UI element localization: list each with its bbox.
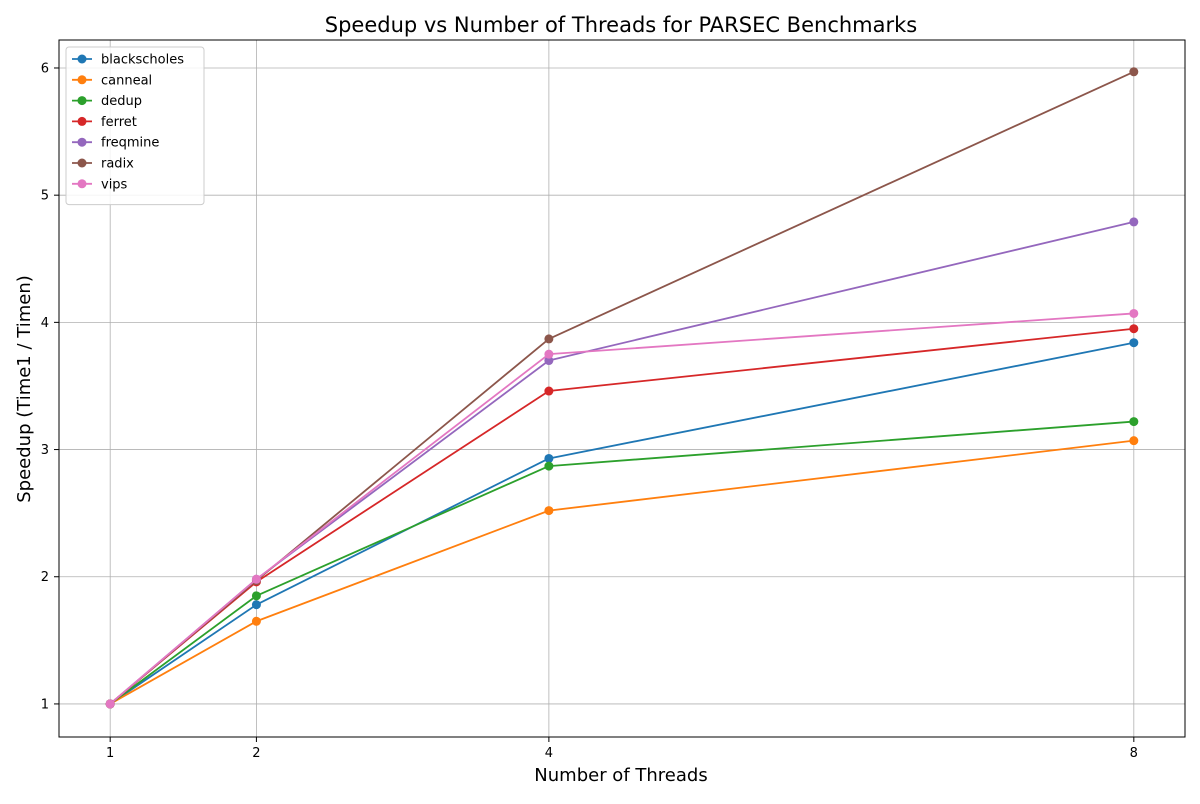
data-point bbox=[1129, 436, 1139, 446]
legend-item-dedup: dedup bbox=[72, 94, 142, 109]
legend-item-vips: vips bbox=[72, 177, 128, 192]
series-ferret bbox=[105, 324, 1139, 709]
legend-label: canneal bbox=[101, 73, 152, 88]
series-line bbox=[109, 70, 1135, 705]
y-tick-label: 5 bbox=[41, 189, 49, 204]
x-tick-label: 8 bbox=[1130, 746, 1138, 761]
legend-marker bbox=[77, 75, 87, 85]
data-point bbox=[251, 574, 261, 584]
y-tick-label: 1 bbox=[41, 697, 49, 712]
series-line bbox=[109, 221, 1135, 705]
legend-box bbox=[65, 46, 205, 206]
legend-item-blackscholes: blackscholes bbox=[72, 53, 184, 68]
data-point bbox=[544, 386, 554, 396]
chart-title: Speedup vs Number of Threads for PARSEC … bbox=[325, 13, 918, 37]
series-vips bbox=[105, 308, 1139, 709]
data-point bbox=[544, 356, 554, 366]
legend-item-ferret: ferret bbox=[72, 115, 137, 130]
legend-item-freqmine: freqmine bbox=[72, 136, 159, 151]
series-line bbox=[109, 341, 1134, 705]
legend-label: blackscholes bbox=[101, 53, 184, 68]
data-point bbox=[1129, 417, 1139, 427]
series-lines bbox=[105, 67, 1139, 709]
series-line bbox=[109, 327, 1134, 705]
legend-marker bbox=[77, 96, 87, 106]
legend-label: vips bbox=[101, 177, 128, 192]
y-axis-ticks: 1 2 3 4 5 6 bbox=[41, 61, 59, 712]
legend-marker bbox=[77, 116, 87, 126]
legend-item-canneal: canneal bbox=[72, 73, 152, 88]
legend-marker bbox=[77, 158, 87, 168]
series-radix bbox=[105, 67, 1139, 709]
data-point bbox=[544, 461, 554, 471]
data-point bbox=[1129, 308, 1139, 318]
x-tick-label: 2 bbox=[252, 746, 260, 761]
legend-label: freqmine bbox=[101, 136, 159, 151]
legend-label: radix bbox=[101, 157, 134, 172]
series-blackscholes bbox=[105, 338, 1139, 709]
x-axis-label: Number of Threads bbox=[534, 765, 707, 786]
data-point bbox=[544, 349, 554, 359]
y-tick-label: 4 bbox=[41, 316, 49, 331]
y-tick-label: 6 bbox=[41, 61, 49, 76]
data-point bbox=[544, 334, 554, 344]
data-point bbox=[544, 506, 554, 516]
y-tick-label: 3 bbox=[41, 443, 49, 458]
data-point bbox=[251, 591, 261, 601]
grid-lines bbox=[59, 40, 1185, 737]
x-tick-label: 4 bbox=[545, 746, 553, 761]
legend-marker bbox=[77, 137, 87, 147]
data-point bbox=[105, 699, 115, 709]
series-canneal bbox=[105, 436, 1139, 709]
series-line bbox=[109, 420, 1134, 705]
x-tick-label: 1 bbox=[106, 746, 114, 761]
y-axis-label: Speedup (Time1 / Timen) bbox=[14, 275, 35, 503]
series-line bbox=[109, 312, 1134, 705]
legend: blackscholes canneal dedup ferret freqmine ra… bbox=[65, 46, 205, 206]
data-point bbox=[544, 453, 554, 463]
legend-item-radix: radix bbox=[72, 157, 134, 172]
x-axis-ticks: 1 2 4 8 bbox=[106, 737, 1138, 761]
data-point bbox=[251, 616, 261, 626]
legend-marker bbox=[77, 54, 87, 64]
y-tick-label: 2 bbox=[41, 570, 49, 585]
data-point bbox=[251, 600, 261, 610]
data-point bbox=[1129, 338, 1139, 348]
legend-label: dedup bbox=[101, 94, 142, 109]
data-point bbox=[1129, 324, 1139, 334]
legend-marker bbox=[77, 179, 87, 189]
data-point bbox=[1129, 67, 1139, 77]
data-point bbox=[1129, 217, 1139, 227]
plot-frame bbox=[58, 39, 1186, 738]
series-line bbox=[109, 439, 1134, 705]
legend-label: ferret bbox=[101, 115, 137, 130]
series-dedup bbox=[105, 417, 1139, 709]
series-freqmine bbox=[105, 217, 1139, 709]
